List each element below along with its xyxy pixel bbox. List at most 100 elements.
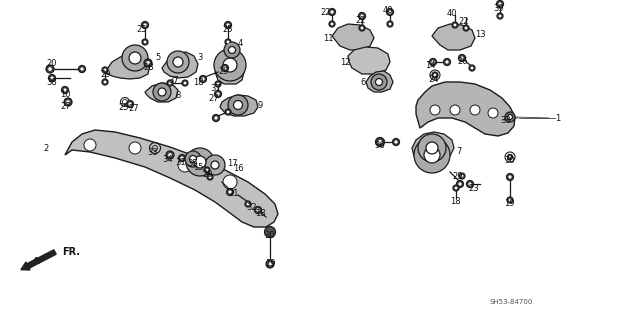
Circle shape (223, 175, 237, 189)
Text: 6: 6 (360, 77, 365, 86)
Circle shape (498, 3, 501, 5)
Circle shape (359, 25, 365, 31)
Polygon shape (416, 82, 515, 136)
Circle shape (223, 67, 226, 69)
Text: 25: 25 (136, 25, 147, 34)
Text: 30: 30 (264, 230, 275, 239)
Circle shape (506, 173, 513, 180)
Circle shape (228, 46, 235, 53)
Circle shape (430, 105, 440, 115)
Circle shape (508, 115, 512, 119)
Circle shape (185, 151, 201, 167)
Circle shape (181, 156, 184, 160)
Circle shape (143, 23, 147, 27)
Circle shape (470, 105, 480, 115)
Text: 36: 36 (374, 140, 385, 149)
Circle shape (418, 134, 446, 162)
Text: 8: 8 (175, 91, 181, 100)
Circle shape (144, 59, 152, 67)
Polygon shape (348, 47, 390, 74)
Circle shape (182, 80, 188, 86)
Text: 10: 10 (60, 90, 70, 99)
Circle shape (122, 45, 148, 71)
Polygon shape (412, 132, 454, 164)
Circle shape (104, 69, 106, 71)
Circle shape (178, 158, 192, 172)
Circle shape (226, 41, 230, 43)
Circle shape (488, 108, 498, 118)
Circle shape (376, 138, 384, 147)
Text: 31: 31 (175, 157, 186, 166)
Circle shape (453, 185, 459, 191)
Circle shape (64, 98, 72, 106)
Circle shape (126, 100, 133, 108)
Circle shape (167, 51, 189, 73)
Circle shape (389, 11, 392, 13)
Circle shape (225, 21, 231, 28)
Circle shape (509, 199, 511, 201)
Circle shape (226, 23, 230, 27)
Circle shape (457, 180, 464, 188)
Text: 18: 18 (255, 209, 265, 218)
Circle shape (460, 56, 464, 60)
Circle shape (142, 21, 148, 28)
Text: 38: 38 (46, 77, 57, 86)
Circle shape (266, 260, 274, 268)
Circle shape (443, 59, 450, 66)
Text: 37: 37 (210, 84, 221, 92)
Circle shape (469, 65, 475, 71)
Text: 18: 18 (450, 196, 460, 205)
Text: 40: 40 (447, 9, 457, 18)
Circle shape (506, 113, 514, 121)
Circle shape (496, 1, 503, 7)
Circle shape (48, 67, 52, 71)
Circle shape (247, 203, 249, 205)
Circle shape (499, 15, 501, 17)
Text: 11: 11 (323, 34, 333, 43)
Circle shape (508, 175, 511, 179)
Circle shape (226, 188, 233, 196)
Text: 40: 40 (383, 5, 394, 14)
Polygon shape (332, 24, 374, 50)
Text: 32: 32 (246, 203, 257, 212)
Circle shape (169, 82, 171, 84)
Circle shape (204, 167, 210, 173)
Circle shape (129, 142, 141, 154)
Circle shape (223, 58, 237, 72)
Circle shape (184, 82, 186, 84)
Text: 18: 18 (193, 77, 204, 86)
Circle shape (215, 81, 221, 87)
Circle shape (48, 75, 55, 82)
Circle shape (214, 91, 221, 98)
Circle shape (199, 76, 206, 83)
Text: 27: 27 (208, 93, 219, 102)
Text: 27: 27 (60, 101, 70, 110)
Circle shape (62, 86, 69, 93)
Circle shape (414, 137, 450, 173)
Text: 21: 21 (228, 189, 238, 198)
Circle shape (142, 39, 148, 45)
Circle shape (331, 23, 333, 25)
Circle shape (460, 175, 464, 177)
Text: FR.: FR. (62, 247, 80, 257)
Circle shape (189, 156, 196, 163)
Circle shape (216, 83, 220, 85)
Circle shape (146, 61, 150, 65)
Circle shape (432, 72, 438, 78)
Circle shape (129, 52, 141, 64)
Text: 19: 19 (265, 260, 276, 268)
Circle shape (328, 9, 335, 15)
Circle shape (211, 161, 219, 169)
Text: 2: 2 (43, 143, 48, 153)
Circle shape (257, 208, 260, 212)
Text: 25: 25 (118, 102, 128, 111)
Text: 28: 28 (143, 62, 153, 71)
Circle shape (224, 42, 240, 58)
Circle shape (330, 11, 333, 13)
Circle shape (216, 92, 220, 96)
Circle shape (221, 65, 228, 71)
Text: 7: 7 (456, 147, 462, 156)
Circle shape (386, 9, 394, 15)
Circle shape (268, 262, 272, 266)
Circle shape (167, 80, 173, 86)
